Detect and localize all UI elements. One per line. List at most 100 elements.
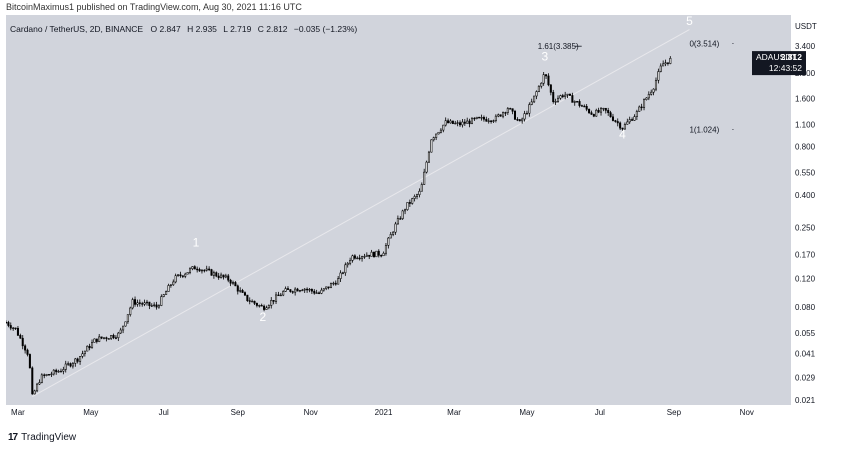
trend-line	[32, 29, 690, 398]
candle	[657, 68, 660, 84]
candle	[239, 287, 242, 293]
candle	[609, 110, 612, 118]
price-tick-label: 0.400	[795, 191, 816, 200]
price-chart[interactable]: 1.61(3.385) 0(3.514) 1(1.024) 1 2 3 4 5 0.021 0…	[4, 14, 843, 420]
candle	[416, 193, 419, 200]
candle	[131, 297, 134, 310]
candle	[24, 344, 27, 354]
candle	[635, 109, 638, 121]
candle	[47, 374, 51, 376]
candle	[597, 107, 600, 114]
candle	[568, 93, 571, 96]
candle	[174, 273, 177, 284]
candle	[322, 288, 325, 292]
candle	[564, 91, 567, 100]
candle	[623, 122, 626, 130]
candle	[279, 292, 282, 297]
candle	[571, 92, 574, 103]
candle	[600, 106, 603, 116]
candle	[504, 111, 507, 116]
candle	[353, 254, 356, 260]
time-tick-label: Mar	[447, 408, 461, 417]
candle	[559, 94, 562, 100]
candle	[449, 119, 452, 124]
candle	[122, 325, 125, 334]
candle	[110, 335, 113, 341]
candle	[289, 289, 292, 293]
candle	[454, 120, 457, 125]
candle	[363, 253, 366, 259]
candle	[372, 251, 376, 258]
candle	[525, 110, 528, 115]
candle	[253, 300, 256, 306]
candle	[14, 327, 17, 331]
candle	[114, 335, 117, 340]
price-axis-background	[791, 15, 843, 405]
candle	[647, 91, 650, 101]
candle	[611, 113, 614, 122]
candle	[157, 304, 160, 309]
candle	[578, 99, 581, 108]
candle	[549, 84, 552, 96]
candle	[404, 208, 407, 215]
candle	[430, 139, 433, 153]
candle	[188, 267, 192, 275]
tradingview-footer[interactable]: 17 TradingView	[8, 432, 76, 443]
price-tick-label: 0.055	[795, 329, 816, 338]
candle	[28, 353, 31, 369]
candle	[365, 252, 368, 257]
candle	[310, 288, 313, 294]
candle	[16, 325, 19, 336]
candle	[134, 296, 137, 307]
price-tick-label: 0.080	[795, 303, 816, 312]
candle	[528, 102, 531, 117]
time-tick-label: Sep	[667, 408, 682, 417]
candle	[231, 280, 235, 286]
candle	[38, 379, 41, 385]
candle	[83, 350, 86, 357]
candle	[633, 114, 636, 121]
candle	[234, 281, 237, 287]
candle	[91, 339, 94, 349]
candle	[490, 120, 493, 124]
candle	[162, 293, 165, 298]
candle	[389, 231, 392, 239]
chart-svg[interactable]: 1.61(3.385) 0(3.514) 1(1.024) 1 2 3 4 5 0.021 0…	[4, 14, 843, 420]
candle	[320, 287, 323, 295]
candle	[654, 77, 658, 92]
candle	[437, 131, 440, 135]
candle	[408, 199, 411, 207]
candle	[265, 305, 268, 310]
fib-levels: 1.61(3.385) 0(3.514) 1(1.024)	[538, 40, 734, 134]
wave-label: 3	[542, 50, 549, 64]
candle	[327, 286, 330, 290]
price-tag-box	[752, 51, 806, 76]
candle	[193, 265, 196, 270]
candle	[43, 373, 46, 379]
time-axis[interactable]: Mar May Jul Sep Nov 2021 Mar May Jul Sep Nov	[11, 408, 754, 417]
candle	[459, 120, 462, 127]
time-tick-label: Sep	[231, 408, 246, 417]
candle	[439, 128, 442, 134]
price-tick-label: 0.170	[795, 250, 816, 259]
candle	[222, 274, 225, 280]
candle	[196, 266, 199, 273]
candle	[325, 286, 328, 291]
candle	[511, 108, 514, 115]
candle	[358, 254, 361, 261]
candle	[69, 362, 72, 368]
candle	[640, 103, 643, 111]
candle	[425, 160, 428, 174]
candle	[62, 366, 65, 375]
candle	[411, 197, 414, 205]
legend-low-label: L	[223, 24, 228, 34]
candle	[506, 107, 509, 115]
candle	[227, 273, 230, 283]
candle	[150, 303, 153, 307]
candle	[339, 270, 342, 282]
candle	[631, 117, 634, 121]
candle	[267, 304, 270, 310]
price-tick-label: 0.550	[795, 169, 816, 178]
candle	[50, 371, 53, 377]
fib-level-label: 0(3.514)	[689, 40, 719, 49]
